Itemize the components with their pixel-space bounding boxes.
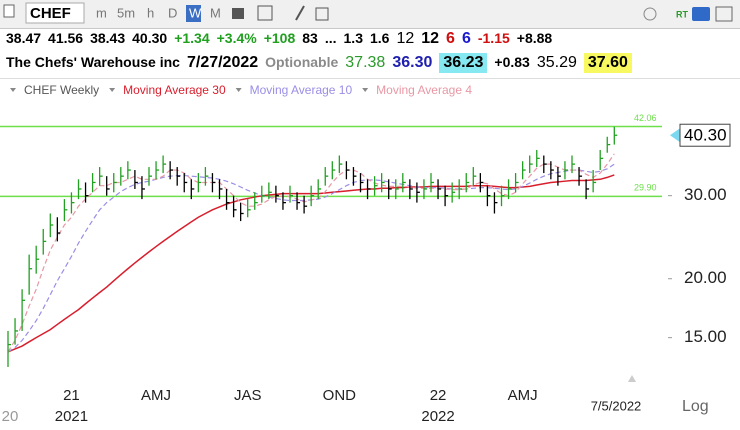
legend-entry[interactable]: Moving Average 10 <box>250 83 353 97</box>
toolbar: CHEF m 5m h D W M RT <box>0 0 740 29</box>
scroll-arrow <box>628 375 636 382</box>
legend-arrow[interactable] <box>362 88 369 92</box>
quote-field: +1.34 <box>174 30 210 46</box>
quote-field: +108 <box>263 30 296 46</box>
quote-field: 36.30 <box>392 54 433 71</box>
symbol-box[interactable] <box>25 2 85 24</box>
timeframe[interactable]: D <box>168 5 177 20</box>
x-tick-label: AMJ <box>141 387 171 404</box>
x-year-label: 20 <box>2 408 19 425</box>
info-row: The Chefs' Warehouse inc 7/27/2022 Optiona… <box>6 53 632 73</box>
legend-arrow[interactable] <box>235 88 242 92</box>
line-label: 42.06 <box>634 113 657 123</box>
legend-arrow[interactable] <box>109 88 116 92</box>
icon[interactable] <box>715 6 733 22</box>
quote-field: ... <box>324 30 337 46</box>
line-label: 29.90 <box>634 183 657 193</box>
timeframe[interactable]: h <box>147 5 154 20</box>
quote-field: 36.23 <box>439 53 488 73</box>
quote-field: 40.30 <box>132 30 168 46</box>
badge[interactable]: RT <box>676 9 688 19</box>
icon[interactable] <box>643 7 657 21</box>
y-tick-label: 20.00 <box>684 268 727 287</box>
quote-field: +0.83 <box>494 54 530 70</box>
price-marker <box>670 128 680 143</box>
quote-field: -1.15 <box>477 30 510 46</box>
legend-arrow[interactable] <box>10 88 16 92</box>
scale-label[interactable]: Log <box>682 398 709 415</box>
x-tick-label: OND <box>323 387 357 404</box>
x-year-label: 2022 <box>421 408 454 425</box>
quote-field: 1.6 <box>369 30 390 46</box>
quote-field: 37.38 <box>345 54 386 71</box>
icon[interactable] <box>232 8 244 19</box>
x-tick-label: 21 <box>63 387 80 404</box>
price-box <box>679 123 731 147</box>
quote-field: 7/27/2022 <box>186 54 259 71</box>
quote-row: 38.47 41.56 38.43 40.30 +1.34 +3.4% +108 83... 1… <box>6 30 552 48</box>
active-tab[interactable] <box>186 5 201 22</box>
quote-field: 6 <box>461 30 471 47</box>
x-tick-label: AMJ <box>508 387 538 404</box>
x-tick-label: 22 <box>430 387 447 404</box>
x-tick-label: JAS <box>234 387 262 404</box>
quote-field: +3.4% <box>216 30 257 46</box>
quote-field: 37.60 <box>583 53 632 73</box>
quote-field: 12 <box>421 30 440 47</box>
timeframe[interactable]: M <box>210 5 221 20</box>
icon[interactable] <box>692 7 710 21</box>
quote-field: 6 <box>446 30 455 47</box>
quote-field: 83 <box>302 30 318 46</box>
legend-entry[interactable]: Moving Average 4 <box>376 83 472 97</box>
quote-field: Optionable <box>265 54 339 70</box>
legend-entry[interactable]: CHEF Weekly <box>24 83 99 97</box>
quote-field: 1.3 <box>343 30 363 46</box>
quote-field: 38.47 <box>6 30 42 46</box>
moving-average <box>7 153 615 353</box>
timeframe[interactable]: 5m <box>117 5 135 20</box>
icon[interactable] <box>257 5 273 21</box>
quote-field: 38.43 <box>90 30 126 46</box>
legend-entry[interactable]: Moving Average 30 <box>123 83 226 97</box>
price-label: 40.30 <box>684 126 727 145</box>
y-tick-label: 30.00 <box>684 185 727 204</box>
symbol[interactable]: CHEF <box>30 5 71 22</box>
quote-field: 12 <box>396 30 415 47</box>
icon[interactable] <box>295 5 305 21</box>
chart: CHEF Weekly Moving Average 30 Moving Avera… <box>0 78 740 425</box>
toolbar-graphics: CHEF m 5m h D W M RT <box>3 2 733 24</box>
timeframe[interactable]: m <box>96 5 107 20</box>
quote-field: 41.56 <box>48 30 84 46</box>
quote-field: +8.88 <box>516 30 553 46</box>
y-tick-label: 15.00 <box>684 327 727 346</box>
legend: CHEF Weekly Moving Average 30 Moving Avera… <box>10 83 472 97</box>
timeframe[interactable]: W <box>189 5 202 20</box>
quote-field: The Chefs' Warehouse inc <box>6 54 180 70</box>
quote-field: 35.29 <box>536 54 577 71</box>
icon[interactable] <box>315 7 329 21</box>
timeframes: m 5m h D W M <box>96 5 221 22</box>
date-label: 7/5/2022 <box>591 398 642 413</box>
x-year-label: 2021 <box>55 408 88 425</box>
icon[interactable] <box>3 4 15 18</box>
